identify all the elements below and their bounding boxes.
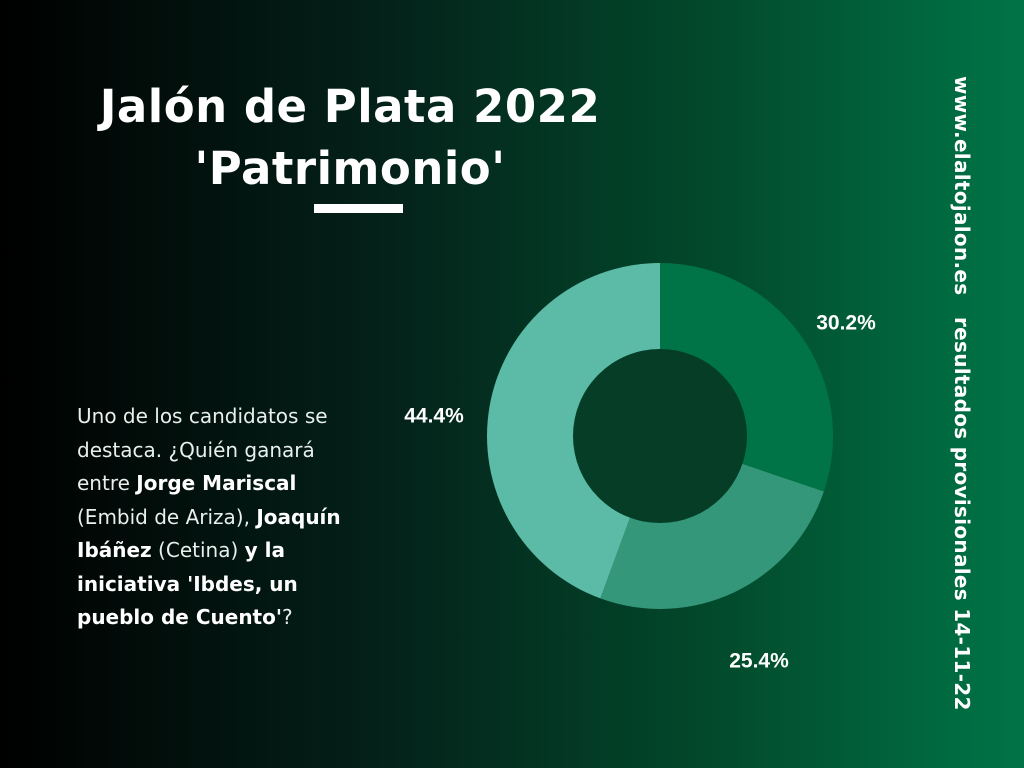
provisional-results-text: resultados provisionales 14-11-22 (950, 316, 974, 711)
title-line-2: 'Patrimonio' (194, 142, 506, 195)
description-paragraph: Uno de los candidatos se destaca. ¿Quién… (77, 400, 367, 635)
candidate-3-name: y la iniciativa 'Ibdes, un pueblo de Cue… (77, 538, 298, 629)
slice-3-percent-label: 44.4% (404, 405, 464, 428)
slice-1-percent-label: 30.2% (816, 312, 876, 335)
description-text-2: (Embid de Ariza), (77, 504, 257, 529)
description-text-1: Uno de los candidatos se destaca. ¿Quién… (77, 404, 328, 495)
slice-2-percent-label: 25.4% (729, 650, 789, 673)
donut-labels: 30.2% 25.4% 44.4% (404, 312, 876, 673)
title-underline (314, 204, 403, 213)
website-text: www.elaltojalon.es (950, 76, 974, 296)
candidate-1-name: Jorge Mariscal (136, 471, 297, 495)
side-caption: www.elaltojalon.es resultados provisiona… (946, 76, 978, 711)
candidate-2-name: Joaquín Ibáñez (77, 504, 341, 563)
chart-title: Jalón de Plata 2022 'Patrimonio' (50, 76, 650, 200)
donut-hole (573, 349, 747, 523)
title-line-1: Jalón de Plata 2022 (99, 80, 601, 133)
description-text-4: ? (281, 605, 293, 629)
description-text-3: (Cetina) (151, 538, 245, 562)
